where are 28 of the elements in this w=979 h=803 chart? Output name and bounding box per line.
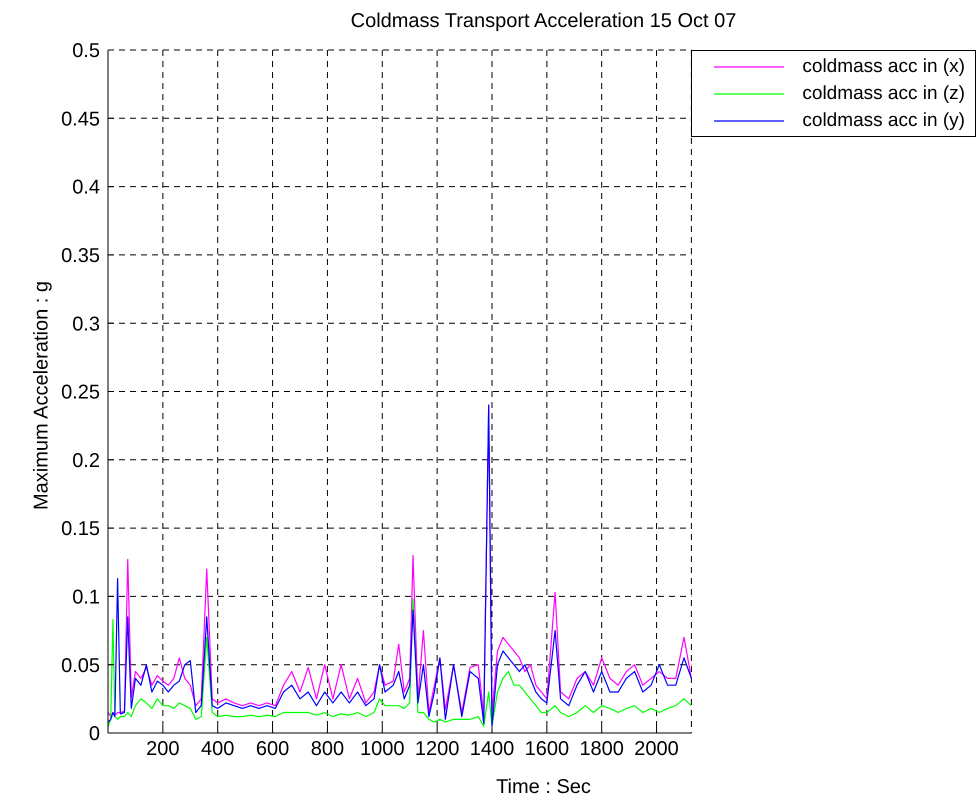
y-tick-label: 0.05	[61, 654, 100, 677]
y-axis-title: Maximum Acceleration : g	[30, 281, 54, 510]
x-tick-label: 1200	[414, 738, 460, 760]
y-tick-label: 0.15	[61, 518, 100, 540]
x-axis-title: Time : Sec	[495, 776, 592, 799]
y-tick-label: 0.4	[72, 176, 100, 199]
x-tick-label: 400	[201, 738, 234, 760]
x-tick-label: 1000	[360, 738, 405, 760]
x-tick-label: 1400	[470, 738, 514, 760]
x-tick-label: 600	[256, 738, 290, 760]
line-series	[108, 598, 692, 727]
legend-label: coldmass acc in (z)	[802, 82, 965, 104]
x-tick-label: 1600	[524, 738, 570, 760]
y-tick-label: 0.1	[72, 586, 100, 608]
chart-title: Coldmass Transport Acceleration 15 Oct 07	[350, 10, 738, 33]
y-tick-label: 0.3	[72, 313, 100, 336]
x-tick-label: 1800	[579, 738, 624, 760]
x-tick-label: 2000	[634, 738, 679, 760]
legend-label: coldmass acc in (x)	[802, 56, 965, 78]
y-tick-label: 0.25	[61, 382, 100, 404]
y-tick-label: 0.2	[72, 450, 100, 472]
legend-label: coldmass acc in (y)	[802, 110, 965, 132]
y-tick-label: 0.45	[61, 108, 100, 130]
x-tick-label: 800	[310, 738, 344, 760]
y-tick-label: 0.5	[72, 40, 100, 62]
y-tick-label: 0.35	[61, 245, 100, 267]
y-tick-label: 0	[88, 723, 100, 746]
x-tick-label: 200	[146, 738, 180, 760]
